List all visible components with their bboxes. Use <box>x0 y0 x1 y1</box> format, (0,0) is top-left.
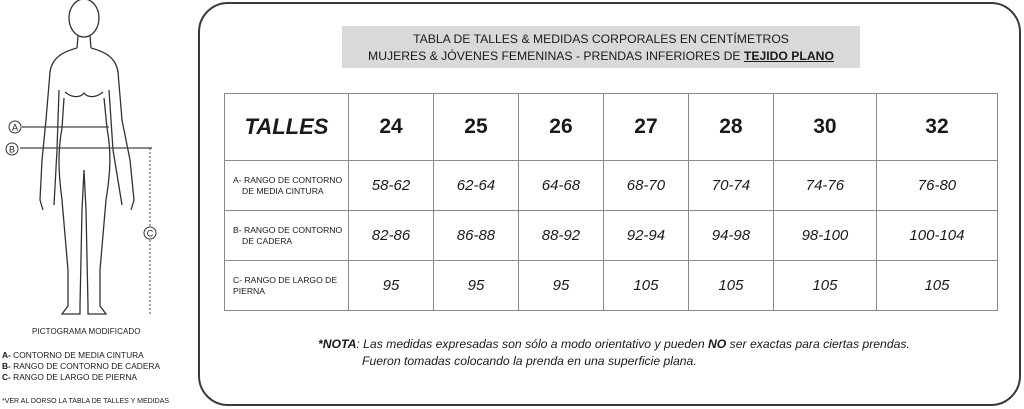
marker-b-icon: B <box>5 142 19 156</box>
table-row: C- RANGO DE LARGO DE PIERNA 95 95 95 105 … <box>224 260 999 311</box>
size-header: 24 <box>348 93 434 161</box>
marker-c-icon: C <box>143 226 157 240</box>
title-background <box>342 26 860 68</box>
row-label: C- RANGO DE LARGO DE PIERNA <box>224 260 349 311</box>
note-line-1: *NOTA: Las medidas expresadas son sólo a… <box>318 337 910 351</box>
table-cell: 92-94 <box>602 210 689 261</box>
svg-text:C: C <box>147 229 154 239</box>
table-row: A- RANGO DE CONTORNO DE MEDIA CINTURA 58-… <box>224 160 999 211</box>
table-cell: 62-64 <box>432 160 519 211</box>
table-cell: 76-80 <box>875 160 999 211</box>
table-cell: 98-100 <box>772 210 877 261</box>
table-cell: 105 <box>687 260 774 311</box>
table-cell: 95 <box>517 260 604 311</box>
table-cell: 58-62 <box>348 160 434 211</box>
body-pictogram: A B C <box>0 0 200 330</box>
table-cell: 82-86 <box>348 210 434 261</box>
size-header: 32 <box>875 93 999 161</box>
table-cell: 105 <box>772 260 877 311</box>
legend-item-c: C- RANGO DE LARGO DE PIERNA <box>2 372 137 382</box>
table-cell: 95 <box>348 260 434 311</box>
size-header-label: TALLES <box>224 93 349 161</box>
table-cell: 94-98 <box>687 210 774 261</box>
pictogram-legend: A- CONTORNO DE MEDIA CINTURA B- RANGO DE… <box>2 350 160 383</box>
table-cell: 95 <box>432 260 519 311</box>
table-cell: 70-74 <box>687 160 774 211</box>
legend-item-a: A- CONTORNO DE MEDIA CINTURA <box>2 350 144 360</box>
fabric-type-emphasis: TEJIDO PLANO <box>743 49 834 63</box>
row-label: A- RANGO DE CONTORNO DE MEDIA CINTURA <box>224 160 349 211</box>
table-header-row: TALLES 24 25 26 27 28 30 32 <box>224 93 999 161</box>
size-table-card <box>198 2 1021 406</box>
pictogram-title: PICTOGRAMA MODIFICADO <box>32 327 141 336</box>
size-table: TALLES 24 25 26 27 28 30 32 A- RANGO DE … <box>224 93 999 311</box>
table-cell: 68-70 <box>602 160 689 211</box>
table-cell: 74-76 <box>772 160 877 211</box>
table-cell: 64-68 <box>517 160 604 211</box>
body-silhouette-icon: A B C <box>5 0 157 315</box>
table-row: B- RANGO DE CONTORNO DE CADERA 82-86 86-8… <box>224 210 999 261</box>
measurement-note: *NOTA: Las medidas expresadas son sólo a… <box>318 336 910 369</box>
note-line-2: Fueron tomadas colocando la prenda en un… <box>362 353 697 368</box>
table-cell: 105 <box>602 260 689 311</box>
table-cell: 100-104 <box>875 210 999 261</box>
size-header: 25 <box>432 93 519 161</box>
table-subtitle: MUJERES & JÓVENES FEMENINAS - PRENDAS IN… <box>368 49 834 63</box>
size-header: 28 <box>687 93 774 161</box>
back-reference-note: *VER AL DORSO LA TABLA DE TALLES Y MEDID… <box>2 398 170 405</box>
table-cell: 88-92 <box>517 210 604 261</box>
marker-a-icon: A <box>8 120 22 134</box>
size-header: 27 <box>602 93 689 161</box>
size-header: 26 <box>517 93 604 161</box>
table-title: TABLA DE TALLES & MEDIDAS CORPORALES EN … <box>413 32 789 46</box>
row-label: B- RANGO DE CONTORNO DE CADERA <box>224 210 349 261</box>
table-cell: 105 <box>875 260 999 311</box>
size-header: 30 <box>772 93 877 161</box>
table-cell: 86-88 <box>432 210 519 261</box>
svg-text:A: A <box>12 123 18 133</box>
svg-text:B: B <box>9 145 15 155</box>
legend-item-b: B- RANGO DE CONTORNO DE CADERA <box>2 361 161 371</box>
